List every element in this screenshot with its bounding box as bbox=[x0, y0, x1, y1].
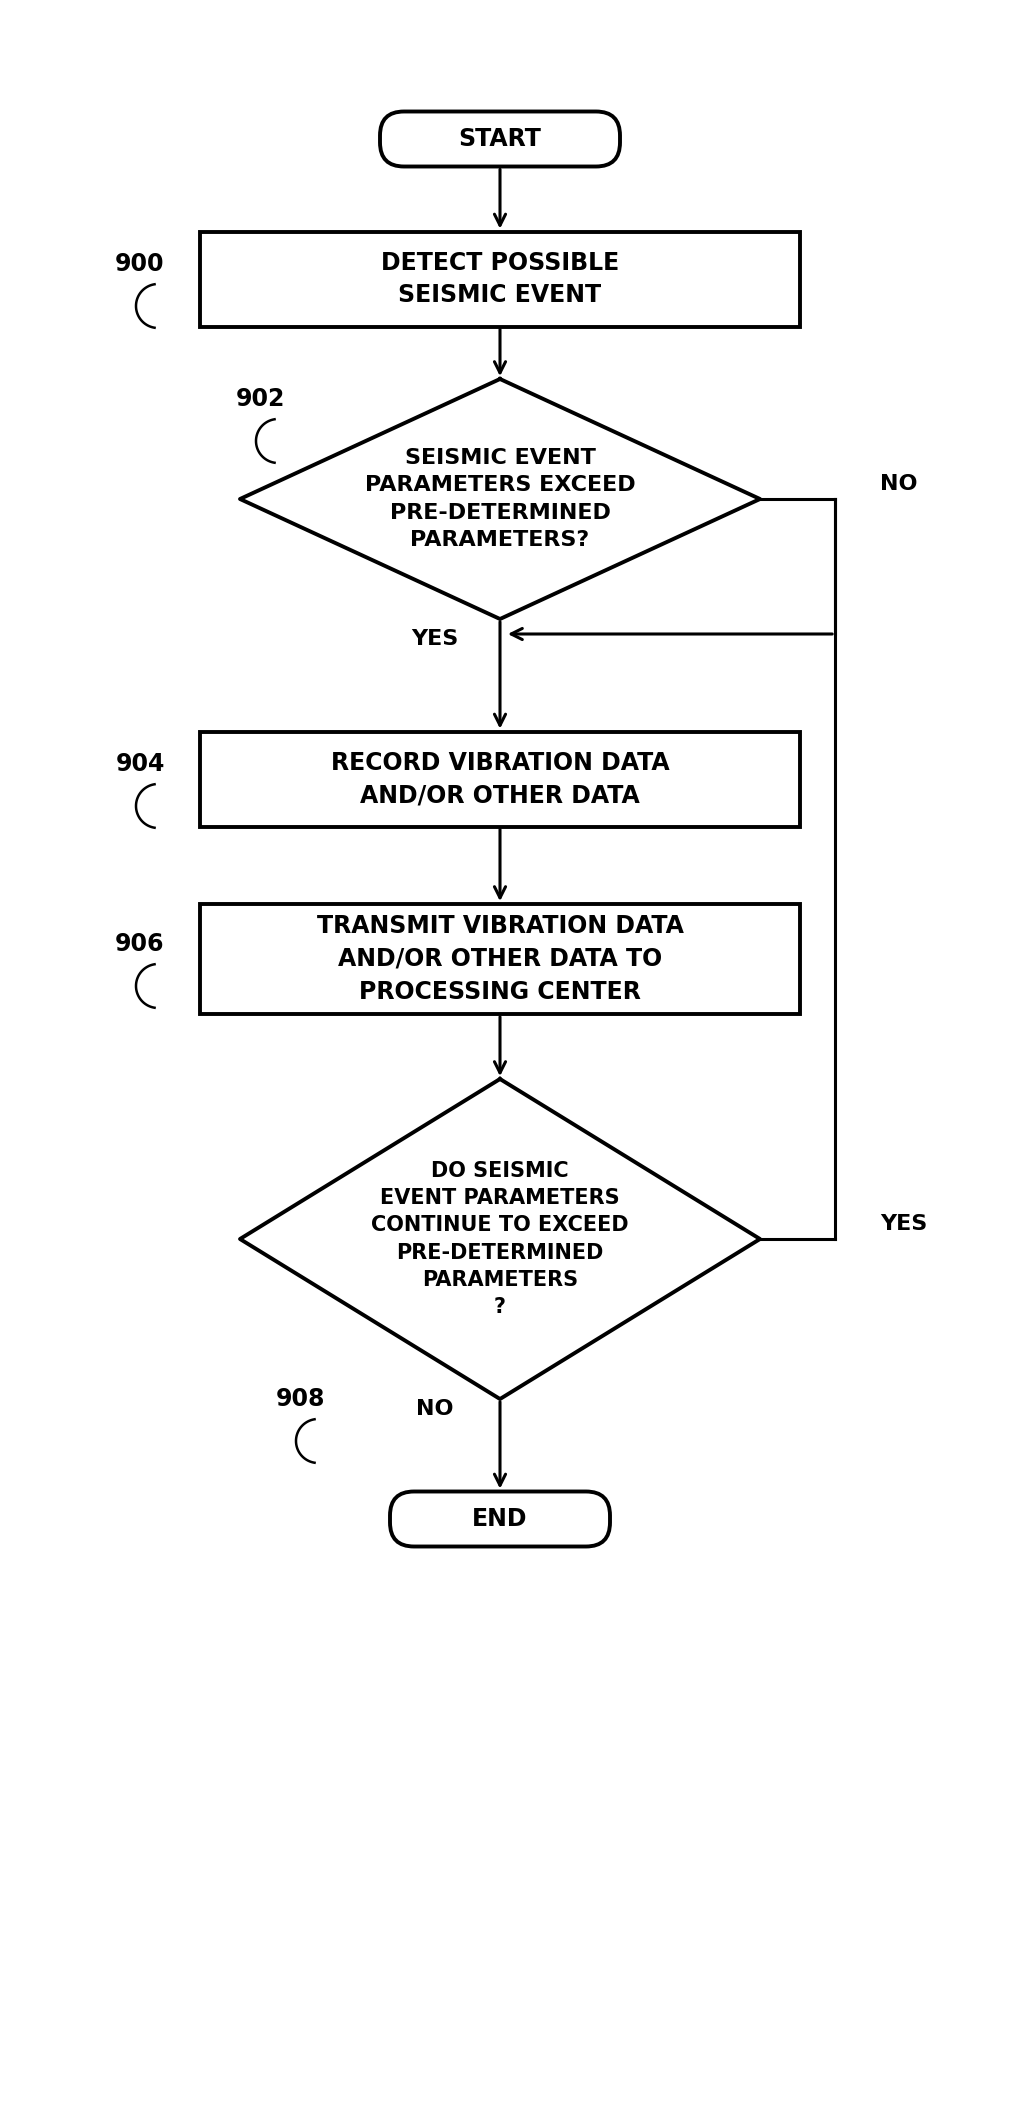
FancyBboxPatch shape bbox=[380, 112, 620, 167]
Bar bbox=[200, 905, 800, 1015]
Text: NO: NO bbox=[880, 475, 917, 494]
Text: 906: 906 bbox=[115, 932, 165, 956]
Bar bbox=[200, 731, 800, 826]
Text: NO: NO bbox=[417, 1399, 453, 1420]
Bar bbox=[200, 231, 800, 326]
Text: 908: 908 bbox=[275, 1388, 325, 1411]
Text: RECORD VIBRATION DATA
AND/OR OTHER DATA: RECORD VIBRATION DATA AND/OR OTHER DATA bbox=[330, 750, 669, 807]
Text: 904: 904 bbox=[115, 752, 165, 776]
FancyBboxPatch shape bbox=[390, 1492, 610, 1547]
Text: SEISMIC EVENT
PARAMETERS EXCEED
PRE-DETERMINED
PARAMETERS?: SEISMIC EVENT PARAMETERS EXCEED PRE-DETE… bbox=[364, 449, 635, 549]
Text: YES: YES bbox=[880, 1214, 928, 1233]
Polygon shape bbox=[240, 379, 760, 619]
Text: 902: 902 bbox=[235, 388, 284, 411]
Text: END: END bbox=[472, 1507, 527, 1532]
Text: START: START bbox=[459, 127, 542, 150]
Text: DO SEISMIC
EVENT PARAMETERS
CONTINUE TO EXCEED
PRE-DETERMINED
PARAMETERS
?: DO SEISMIC EVENT PARAMETERS CONTINUE TO … bbox=[371, 1161, 629, 1318]
Text: 900: 900 bbox=[115, 252, 165, 275]
Text: DETECT POSSIBLE
SEISMIC EVENT: DETECT POSSIBLE SEISMIC EVENT bbox=[381, 250, 619, 307]
Text: TRANSMIT VIBRATION DATA
AND/OR OTHER DATA TO
PROCESSING CENTER: TRANSMIT VIBRATION DATA AND/OR OTHER DAT… bbox=[317, 915, 683, 1004]
Polygon shape bbox=[240, 1079, 760, 1399]
Text: YES: YES bbox=[411, 629, 459, 648]
